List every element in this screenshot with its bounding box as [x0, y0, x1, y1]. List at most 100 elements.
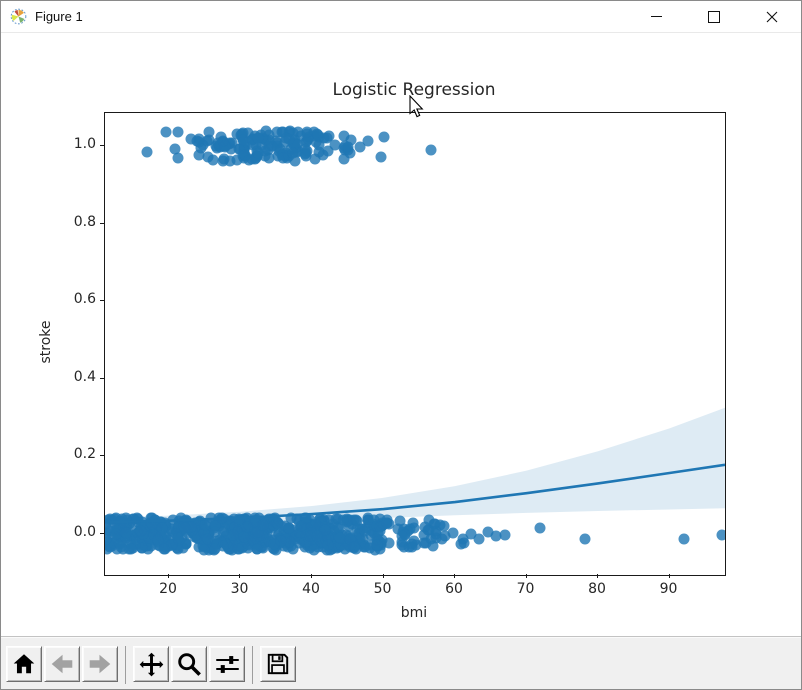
scatter-point	[179, 522, 191, 534]
title-bar[interactable]: Figure 1	[1, 1, 801, 33]
scatter-point	[263, 134, 275, 146]
scatter-point	[371, 533, 383, 545]
scatter-point	[129, 539, 141, 551]
scatter-point	[338, 153, 350, 165]
scatter-point	[438, 520, 450, 532]
zoom-rect-button[interactable]	[171, 646, 207, 682]
x-tick-label: 50	[373, 581, 392, 597]
forward-button[interactable]	[82, 646, 118, 682]
x-tick-mark	[239, 574, 241, 578]
scatter-point	[429, 518, 441, 530]
scatter-point	[260, 125, 272, 137]
scatter-point	[242, 538, 254, 550]
x-tick-mark	[525, 574, 527, 578]
scatter-point	[343, 520, 355, 532]
scatter-point	[321, 132, 333, 144]
scatter-point	[310, 519, 322, 531]
scatter-point	[404, 523, 416, 535]
scatter-point	[499, 529, 511, 541]
navigation-toolbar	[1, 636, 801, 689]
close-icon	[766, 11, 778, 22]
scatter-point	[136, 542, 148, 554]
x-tick-mark	[167, 574, 169, 578]
scatter-point	[490, 530, 502, 542]
scatter-point	[465, 528, 477, 540]
scatter-point	[534, 522, 546, 534]
scatter-point	[354, 141, 366, 153]
scatter-point	[337, 514, 349, 526]
scatter-point	[252, 147, 264, 159]
close-button[interactable]	[743, 1, 801, 32]
minimize-button[interactable]	[627, 1, 685, 32]
y-tick-label: 0.8	[73, 213, 96, 230]
scatter-point	[283, 133, 295, 145]
scatter-point	[257, 519, 269, 531]
scatter-point	[216, 512, 228, 524]
y-tick-mark	[100, 300, 104, 302]
scatter-layer	[105, 113, 725, 575]
scatter-point	[207, 154, 219, 166]
pan-button[interactable]	[133, 646, 169, 682]
scatter-point	[226, 137, 238, 149]
scatter-point	[229, 521, 241, 533]
scatter-point	[172, 152, 184, 164]
scatter-point	[358, 541, 370, 553]
x-tick-label: 40	[302, 581, 320, 597]
scatter-point	[125, 543, 137, 555]
scatter-point	[278, 540, 290, 552]
x-tick-label: 70	[516, 581, 535, 597]
scatter-point	[333, 523, 345, 535]
scatter-point	[425, 144, 437, 156]
back-button[interactable]	[44, 646, 80, 682]
scatter-point	[263, 152, 275, 164]
scatter-point	[247, 534, 259, 546]
scatter-point	[398, 541, 410, 553]
scatter-point	[131, 512, 143, 524]
scatter-point	[237, 127, 249, 139]
y-tick-label: 0.6	[73, 291, 96, 308]
plot-title: Logistic Regression	[332, 80, 496, 100]
home-button[interactable]	[6, 646, 42, 682]
y-tick-label: 0.4	[73, 368, 96, 385]
configure-subplots-button[interactable]	[209, 646, 245, 682]
scatter-point	[425, 533, 437, 545]
y-tick-mark	[100, 532, 104, 534]
scatter-point	[193, 149, 205, 161]
scatter-point	[219, 141, 231, 153]
scatter-point	[284, 536, 296, 548]
scatter-point	[146, 518, 158, 530]
maximize-button[interactable]	[685, 1, 743, 32]
scatter-point	[189, 531, 201, 543]
scatter-point	[312, 129, 324, 141]
y-tick-label: 1.0	[73, 135, 96, 152]
home-icon	[13, 654, 35, 674]
scatter-point	[225, 143, 237, 155]
scatter-point	[233, 143, 245, 155]
save-button[interactable]	[260, 646, 296, 682]
scatter-point	[329, 139, 341, 151]
figure-canvas[interactable]: Logistic Regression 20 30 40 50 60 70 80 90 0.0 0…	[1, 33, 801, 638]
scatter-point	[406, 541, 418, 553]
axes-area[interactable]	[104, 112, 726, 576]
scatter-point	[152, 534, 164, 546]
scatter-point	[324, 522, 336, 534]
scatter-point	[218, 153, 230, 165]
scatter-point	[319, 524, 331, 536]
scatter-point	[378, 131, 390, 143]
minimize-icon	[650, 16, 662, 17]
scatter-point	[199, 519, 211, 531]
pan-arrows-icon	[139, 652, 163, 676]
scatter-point	[169, 143, 181, 155]
scatter-point	[272, 518, 283, 530]
scatter-point	[224, 155, 236, 167]
scatter-point	[283, 522, 295, 534]
scatter-point	[354, 533, 366, 545]
scatter-point	[185, 521, 197, 533]
scatter-point	[209, 543, 220, 555]
scatter-point	[142, 543, 154, 555]
zoom-magnifier-icon	[177, 652, 201, 676]
scatter-point	[203, 126, 215, 138]
scatter-point	[295, 130, 307, 142]
scatter-point	[344, 147, 356, 159]
scatter-point	[172, 126, 184, 138]
